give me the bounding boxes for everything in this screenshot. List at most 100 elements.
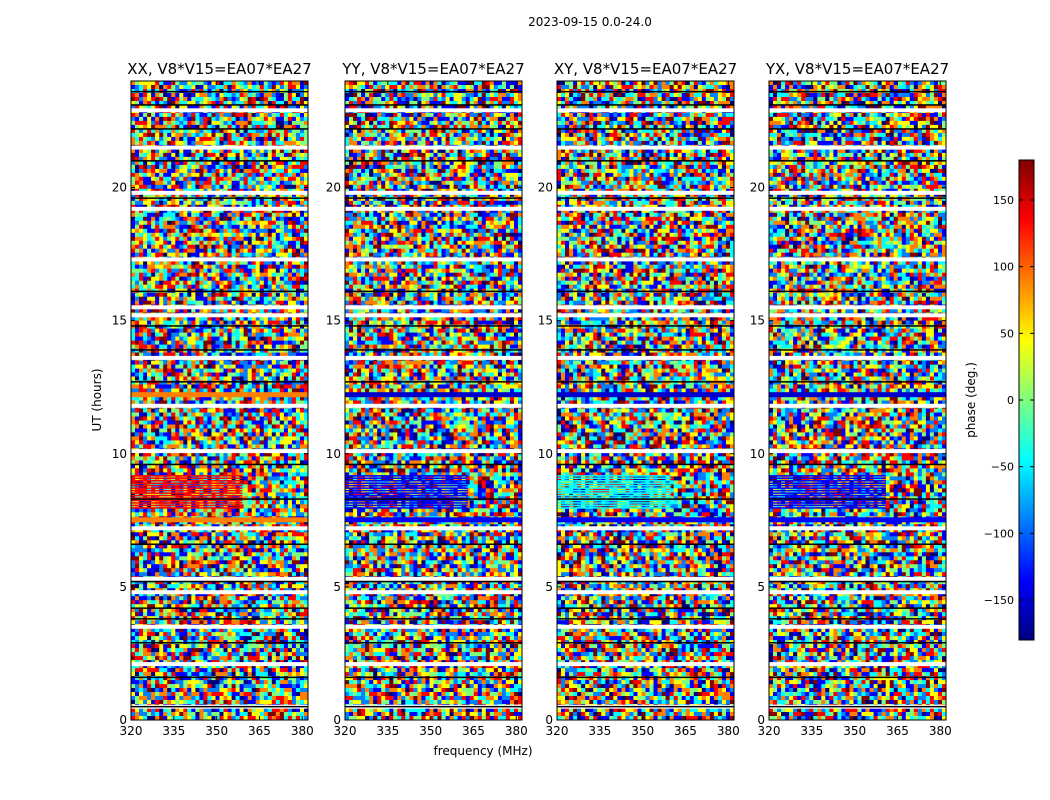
flagged-row: [769, 190, 946, 195]
x-tick-label: 335: [162, 724, 185, 738]
scan-boundary: [131, 349, 308, 351]
flagged-row: [557, 355, 734, 360]
flagged-row: [557, 449, 734, 454]
panel-title: YX, V8*V15=EA07*EA27: [765, 60, 949, 78]
phase-heatmap: [345, 81, 522, 720]
flagged-row: [769, 526, 946, 531]
lower-phase-strip: [131, 517, 308, 523]
x-tick-label: 350: [631, 724, 654, 738]
flagged-row: [131, 576, 308, 581]
scan-boundary: [769, 160, 946, 162]
coherent-band-row: [345, 482, 468, 484]
scan-boundary: [345, 381, 522, 383]
lower-phase-strip: [769, 517, 946, 523]
scan-boundary: [557, 498, 734, 500]
flagged-row: [345, 257, 522, 262]
scan-boundary: [557, 90, 734, 93]
scan-boundary: [345, 543, 522, 545]
scan-boundary: [769, 642, 946, 644]
lower-phase-strip: [557, 517, 734, 523]
scan-boundary: [345, 642, 522, 644]
y-tick-label: 0: [333, 713, 341, 727]
coherent-band-row: [345, 502, 468, 504]
scan-boundary: [769, 325, 946, 327]
scan-boundary: [345, 197, 522, 199]
flagged-row: [769, 305, 946, 310]
scan-boundary: [131, 618, 308, 620]
y-axis-label: UT (hours): [90, 368, 104, 431]
flagged-row: [557, 257, 734, 262]
coherent-band-row: [769, 477, 886, 479]
coherent-band-row: [131, 499, 243, 502]
y-tick-label: 5: [333, 580, 341, 594]
y-tick-label: 20: [326, 181, 341, 195]
x-tick-label: 335: [800, 724, 823, 738]
coherent-band-row: [769, 492, 886, 494]
x-tick-label: 365: [248, 724, 271, 738]
scan-boundary: [345, 128, 522, 130]
x-tick-label: 320: [334, 724, 357, 738]
scan-boundary: [131, 463, 308, 466]
scan-boundary: [769, 128, 946, 130]
coherent-band-row: [557, 492, 672, 494]
x-tick-label: 350: [843, 724, 866, 738]
panel-0: XX, V8*V15=EA07*EA27 320 335 350 365 380 0 5 10 1…: [112, 60, 314, 738]
scan-boundary: [131, 90, 308, 93]
coherent-band-row: [345, 484, 468, 487]
phase-heatmap: [557, 81, 734, 720]
flagged-row: [345, 624, 522, 629]
scan-boundary: [345, 498, 522, 500]
x-tick-label: 320: [120, 724, 143, 738]
scan-boundary: [131, 543, 308, 545]
y-tick-label: 10: [112, 447, 127, 461]
panel-frame: [768, 80, 947, 721]
flagged-row: [557, 190, 734, 195]
colorbar-tick-label: 100: [993, 261, 1014, 274]
coherent-band-row: [345, 494, 468, 497]
scan-boundary: [557, 128, 734, 130]
upper-phase-strip: [345, 392, 522, 398]
flagged-row: [345, 449, 522, 454]
flagged-row: [769, 590, 946, 595]
coherent-band-row: [345, 492, 468, 494]
coherent-band-row: [769, 497, 886, 499]
coherent-band-row: [769, 502, 886, 504]
flagged-row: [131, 403, 308, 408]
coherent-band-row: [131, 487, 243, 489]
flagged-row: [131, 449, 308, 454]
flagged-row: [769, 403, 946, 408]
scan-boundary: [769, 705, 946, 708]
scan-boundary: [557, 104, 734, 106]
y-tick-label: 10: [750, 447, 765, 461]
coherent-band-row: [131, 489, 243, 492]
coherent-band-row: [769, 487, 886, 489]
scan-boundary: [131, 290, 308, 293]
flagged-row: [557, 576, 734, 581]
coherent-band-row: [345, 477, 468, 479]
flagged-row: [557, 403, 734, 408]
scan-boundary: [345, 160, 522, 162]
flagged-row: [345, 590, 522, 595]
scan-boundary: [769, 618, 946, 620]
flagged-row: [557, 590, 734, 595]
coherent-band-row: [345, 504, 468, 507]
coherent-band-row: [131, 482, 243, 484]
scan-boundary: [345, 705, 522, 708]
flagged-row: [131, 662, 308, 667]
flagged-row: [557, 526, 734, 531]
coherent-band-row: [557, 504, 672, 507]
flagged-row: [557, 108, 734, 113]
scan-boundary: [557, 463, 734, 466]
flagged-row: [557, 305, 734, 310]
scan-boundary: [557, 290, 734, 293]
scan-boundary: [345, 580, 522, 583]
panel-2: XY, V8*V15=EA07*EA27 320 335 350 365 380 0 5 10 1…: [538, 60, 740, 738]
x-tick-label: 380: [717, 724, 740, 738]
coherent-band-row: [131, 484, 243, 487]
flagged-row: [131, 313, 308, 318]
scan-boundary: [345, 676, 522, 679]
flagged-row: [769, 355, 946, 360]
scan-boundary: [345, 349, 522, 351]
flagged-row: [769, 257, 946, 262]
